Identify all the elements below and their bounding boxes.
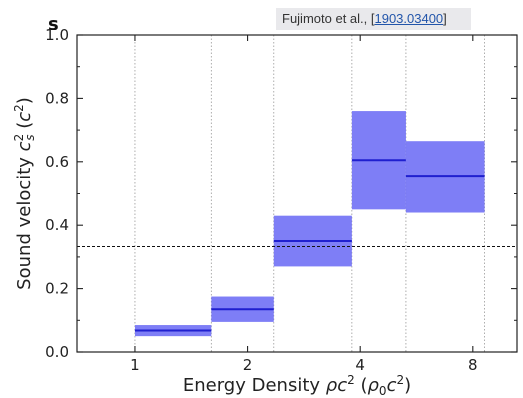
band-layer xyxy=(134,111,485,337)
arxiv-link[interactable]: 1903.03400 xyxy=(374,11,444,26)
x-axis-label: Energy Density ρc2 (ρ0c2) xyxy=(183,373,411,398)
citation-box: Fujimoto et al., [1903.03400] xyxy=(276,8,471,30)
x-tick-label: 4 xyxy=(355,356,365,374)
x-tick-label: 2 xyxy=(243,356,253,374)
y-tick-label: 1.0 xyxy=(45,26,69,44)
x-tick-label: 1 xyxy=(130,356,140,374)
y-axis-label: Sound velocity c2s (c2) xyxy=(12,97,37,290)
cut-off-heading: s xyxy=(48,16,59,30)
y-tick-label: 0.8 xyxy=(45,89,69,107)
y-tick-label: 0.0 xyxy=(45,343,69,361)
y-tick-label: 0.6 xyxy=(45,153,69,171)
y-tick-label: 0.4 xyxy=(45,216,69,234)
y-tick-label: 0.2 xyxy=(45,280,69,298)
x-tick-label: 8 xyxy=(468,356,478,374)
tick-layer: 0.0 0.2 0.4 0.6 0.8 1.0 1 2 4 8 xyxy=(45,26,517,374)
citation-suffix: ] xyxy=(443,11,447,26)
citation-prefix: Fujimoto et al., [ xyxy=(282,11,375,26)
